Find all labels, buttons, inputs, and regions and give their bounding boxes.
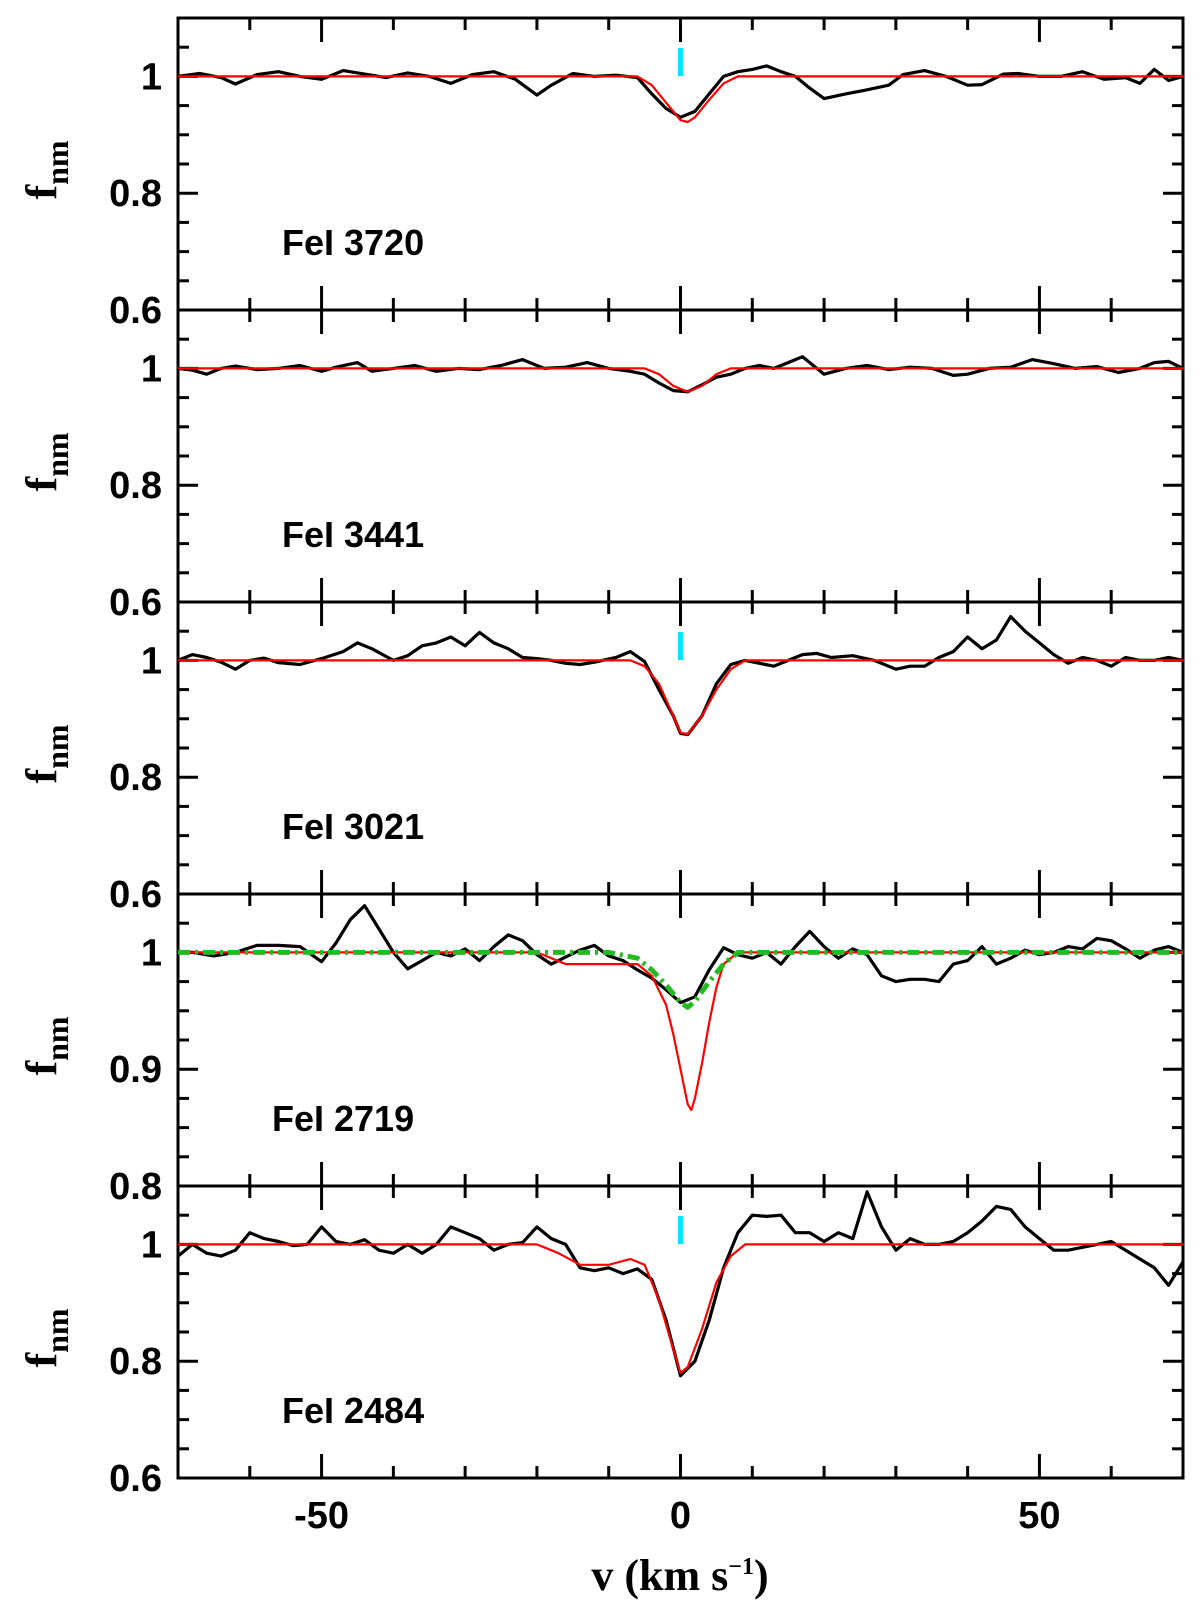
y-tick-label: 0.6 xyxy=(109,874,162,916)
y-axis-title-main: f xyxy=(17,768,66,784)
alt-model-fit xyxy=(178,949,1183,1010)
y-tick-label: 0.8 xyxy=(109,173,162,215)
panel-series xyxy=(178,1190,1183,1378)
y-tick-label: 1 xyxy=(141,932,162,974)
panel-1: 0.6 0.8 1 fnm FeI 3720 xyxy=(17,16,1185,332)
x-tick-label: 0 xyxy=(670,1495,691,1537)
y-tick-label: 0.6 xyxy=(109,582,162,624)
y-axis-title-main: f xyxy=(17,476,66,492)
y-tick-label: 1 xyxy=(141,640,162,682)
observed-spectrum xyxy=(178,64,1183,119)
x-tick-label: 50 xyxy=(1018,1495,1060,1537)
panel-label: FeI 2484 xyxy=(282,1390,424,1431)
x-axis-title: v (km s−1) xyxy=(591,1551,768,1600)
panel-series xyxy=(178,355,1183,394)
y-axis-title-main: f xyxy=(17,184,66,200)
panel-label: FeI 3021 xyxy=(282,806,424,847)
y-axis-title-main: f xyxy=(17,1060,66,1076)
y-tick-label: 0.6 xyxy=(109,1458,162,1500)
panel-4: 0.8 0.9 1 fnm FeI 2719 xyxy=(17,892,1185,1208)
y-axis-title: fnm xyxy=(17,724,75,783)
panel-series xyxy=(178,64,1183,124)
model-fit xyxy=(178,367,1183,393)
y-axis-title-sub: nm xyxy=(39,1016,75,1061)
panel-2: 0.6 0.8 1 fnm FeI 3441 xyxy=(17,308,1185,624)
panel-frame xyxy=(176,308,1185,604)
panel-5: 0.6 0.8 1 fnm FeI 2484 xyxy=(17,1184,1185,1500)
model-fit xyxy=(178,659,1183,736)
y-axis-title: fnm xyxy=(17,432,75,491)
y-tick-label: 0.9 xyxy=(109,1049,162,1091)
y-axis-title-sub: nm xyxy=(39,432,75,477)
panel-3: 0.6 0.8 1 fnm FeI 3021 xyxy=(17,600,1185,916)
y-axis-title-sub: nm xyxy=(39,1308,75,1353)
model-fit xyxy=(178,75,1183,124)
panel-series xyxy=(178,904,1183,1112)
y-tick-label: 0.8 xyxy=(109,465,162,507)
y-axis-title-sub: nm xyxy=(39,140,75,185)
y-axis-title: fnm xyxy=(17,140,75,199)
y-tick-label: 1 xyxy=(141,348,162,390)
y-axis-title: fnm xyxy=(17,1016,75,1075)
y-tick-label: 1 xyxy=(141,56,162,98)
panel-label: FeI 3441 xyxy=(282,514,424,555)
panel-label: FeI 3720 xyxy=(282,222,424,263)
panel-frame xyxy=(176,892,1185,1188)
y-axis-title-sub: nm xyxy=(39,724,75,769)
x-axis-title-main: v (km s xyxy=(591,1551,728,1600)
panel-label: FeI 2719 xyxy=(272,1098,414,1139)
panel-series xyxy=(178,614,1183,737)
x-tick-label: -50 xyxy=(294,1495,349,1537)
model-fit xyxy=(178,951,1183,1112)
observed-spectrum xyxy=(178,355,1183,394)
y-axis-title: fnm xyxy=(17,1308,75,1367)
y-tick-label: 0.8 xyxy=(109,1166,162,1208)
x-axis-title-close: ) xyxy=(754,1551,769,1600)
x-axis-title-sup: −1 xyxy=(728,1554,754,1580)
y-tick-label: 0.8 xyxy=(109,1341,162,1383)
y-tick-label: 0.6 xyxy=(109,290,162,332)
y-tick-label: 0.8 xyxy=(109,757,162,799)
y-tick-label: 1 xyxy=(141,1224,162,1266)
y-axis-title-main: f xyxy=(17,1352,66,1368)
model-fit xyxy=(178,1243,1183,1375)
x-axis: -50 0 50 xyxy=(294,1495,1060,1537)
